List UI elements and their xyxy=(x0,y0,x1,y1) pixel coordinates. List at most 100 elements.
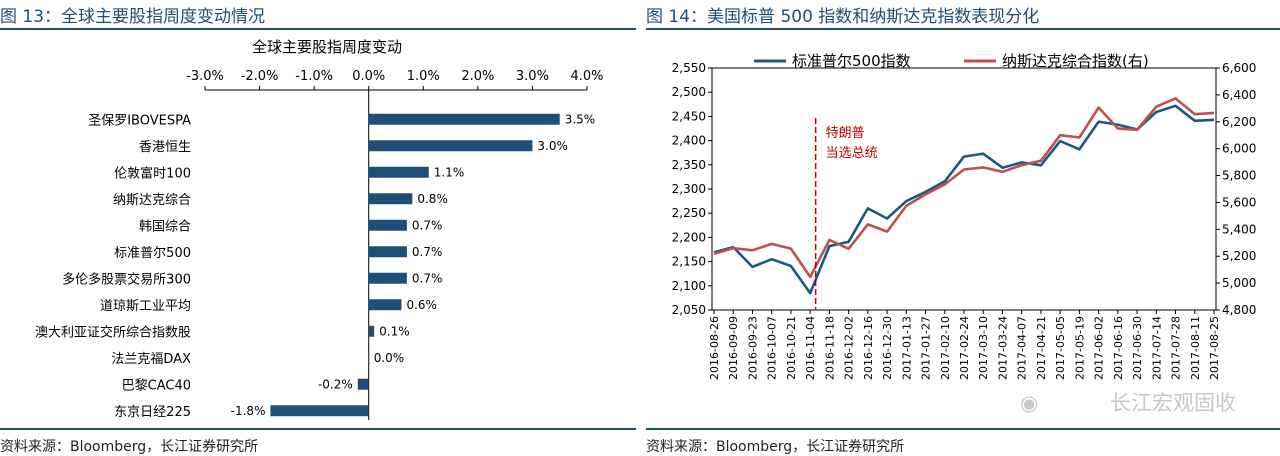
right-top-rule xyxy=(646,28,1280,30)
x-tick-label: 2017-02-10 xyxy=(939,316,952,380)
x-tick-label: 2017-06-02 xyxy=(1093,316,1106,380)
bar xyxy=(368,166,429,178)
line-chart: 2,050 2,100 2,150 2,200 2,250 2,300 2,350 2,400… xyxy=(672,52,1257,415)
bar xyxy=(270,405,369,417)
bar-value-label: 0.0% xyxy=(374,351,405,365)
x-tick-label: 2017-05-19 xyxy=(1073,316,1086,380)
bar-x-tick-label: 0.0% xyxy=(352,69,385,84)
bar xyxy=(368,140,533,152)
y-right-tick-label: 5,200 xyxy=(1222,249,1256,263)
y-right-tick-label: 5,400 xyxy=(1222,222,1256,236)
x-tick-label: 2016-11-04 xyxy=(804,316,817,380)
bar-category-label: 道琼斯工业平均 xyxy=(100,299,191,314)
y-left-tick-label: 2,050 xyxy=(672,303,706,317)
x-tick-label: 2017-08-25 xyxy=(1208,316,1221,380)
bar-value-label: 3.0% xyxy=(537,139,568,153)
x-tick-label: 2016-11-18 xyxy=(823,316,836,380)
left-figure-title: 图 13：全球主要股指周度变动情况 xyxy=(0,7,266,27)
bar-category-label: 法兰克福DAX xyxy=(111,352,191,367)
y-axis-left: 2,050 2,100 2,150 2,200 2,250 2,300 2,350 2,400… xyxy=(672,61,712,317)
y-right-tick-label: 5,800 xyxy=(1222,169,1256,183)
left-bottom-rule xyxy=(0,428,636,430)
right-figure-title: 图 14：美国标普 500 指数和纳斯达克指数表现分化 xyxy=(646,7,1040,27)
y-right-tick-label: 6,200 xyxy=(1222,115,1256,129)
bar xyxy=(368,325,375,337)
left-top-rule xyxy=(0,28,636,30)
bar-x-tick-label: 2.0% xyxy=(461,69,494,84)
bar-value-label: 0.8% xyxy=(417,192,448,206)
right-bottom-rule xyxy=(646,428,1280,430)
bar-chart-title: 全球主要股指周度变动 xyxy=(252,38,402,56)
x-tick-label: 2017-03-24 xyxy=(996,316,1009,380)
bar-category-label: 韩国综合 xyxy=(139,219,191,234)
nasdaq-series-line xyxy=(713,97,1215,279)
bar-category-label: 伦敦富时100 xyxy=(114,165,191,181)
bar-value-label: 0.7% xyxy=(412,245,443,259)
bar-x-tick-label: 1.0% xyxy=(407,69,440,84)
x-tick-label: 2017-01-27 xyxy=(920,316,933,380)
y-right-tick-label: 4,800 xyxy=(1222,303,1256,317)
x-tick-label: 2017-03-10 xyxy=(977,316,990,380)
y-left-tick-label: 2,200 xyxy=(672,230,706,244)
watermark-icon: ◉ xyxy=(1020,391,1038,415)
bar-rows: 圣保罗IBOVESPA 3.5% 香港恒生 3.0% 伦敦富时100 1.1% 纳斯达克综合… xyxy=(35,112,595,420)
bar-category-label: 东京日经225 xyxy=(114,405,191,420)
y-right-tick-label: 6,000 xyxy=(1222,142,1256,156)
election-label-line1: 特朗普 xyxy=(826,126,865,141)
bar-value-label: 0.7% xyxy=(412,218,443,232)
bar-chart: 全球主要股指周度变动 -3.0% -2.0% -1.0% 0.0% 1.0% 2.0% 3.… xyxy=(35,38,604,420)
y-left-tick-label: 2,550 xyxy=(672,61,706,75)
y-left-tick-label: 2,350 xyxy=(672,158,706,172)
x-tick-label: 2017-04-07 xyxy=(1016,316,1029,380)
x-tick-label: 2016-12-16 xyxy=(862,316,875,380)
x-tick-label: 2016-10-21 xyxy=(785,316,798,380)
x-tick-label: 2017-07-14 xyxy=(1150,316,1163,380)
y-axis-right: 4,800 5,000 5,200 5,400 5,600 5,800 6,000 6,200… xyxy=(1216,61,1256,317)
x-tick-label: 2017-07-28 xyxy=(1170,316,1183,380)
bar xyxy=(368,113,560,125)
legend-spx-label: 标准普尔500指数 xyxy=(792,52,911,70)
x-tick-label: 2017-08-11 xyxy=(1189,316,1202,380)
x-tick-label: 2016-08-26 xyxy=(708,316,721,380)
y-left-tick-label: 2,250 xyxy=(672,206,706,220)
y-left-tick-label: 2,500 xyxy=(672,85,706,99)
x-tick-label: 2016-10-07 xyxy=(766,316,779,380)
legend-nasdaq-label: 纳斯达克综合指数(右) xyxy=(1002,52,1149,70)
bar-category-label: 纳斯达克综合 xyxy=(113,193,191,208)
bar xyxy=(357,378,369,390)
bar-category-label: 多伦多股票交易所300 xyxy=(62,271,191,287)
spx-series-line xyxy=(713,104,1215,295)
watermark-text: 长江宏观固收 xyxy=(1110,391,1236,415)
x-tick-label: 2016-09-23 xyxy=(746,316,759,380)
y-right-tick-label: 5,600 xyxy=(1222,195,1256,209)
line-plot-frame xyxy=(711,67,1217,311)
x-tick-label: 2017-04-21 xyxy=(1035,316,1048,380)
bar-category-label: 巴黎CAC40 xyxy=(122,378,191,393)
right-source-note: 资料来源：Bloomberg，长江证券研究所 xyxy=(646,439,905,455)
bar xyxy=(368,193,413,205)
x-tick-label: 2017-05-05 xyxy=(1054,316,1067,380)
y-left-tick-label: 2,150 xyxy=(672,255,706,269)
bar-category-label: 标准普尔500 xyxy=(114,246,191,261)
bar xyxy=(368,246,407,258)
y-left-tick-label: 2,450 xyxy=(672,109,706,123)
right-figure-panel: 图 14：美国标普 500 指数和纳斯达克指数表现分化 2,050 2,100 2,… xyxy=(646,0,1280,456)
bar-x-tick-label: -3.0% xyxy=(186,69,224,84)
x-axis: 2016-08-26 2016-09-09 2016-09-23 2016-10-07… xyxy=(708,310,1221,380)
x-tick-label: 2016-12-02 xyxy=(843,316,856,380)
bar-x-tick-label: 3.0% xyxy=(516,69,549,84)
y-left-tick-label: 2,300 xyxy=(672,182,706,196)
bar-category-label: 澳大利亚证交所综合指数股 xyxy=(35,324,191,340)
election-label-line2: 当选总统 xyxy=(826,146,878,161)
plot-area-frame xyxy=(711,67,1217,311)
bar-value-label: 0.1% xyxy=(379,324,410,338)
x-tick-label: 2017-02-24 xyxy=(958,316,971,380)
bar-x-tick-label: 4.0% xyxy=(570,69,603,84)
bar-x-tick-label: -2.0% xyxy=(241,69,279,84)
bar-value-label: -1.8% xyxy=(231,404,266,418)
bar xyxy=(368,299,402,311)
x-tick-label: 2017-01-13 xyxy=(900,316,913,380)
y-right-tick-label: 5,000 xyxy=(1222,276,1256,290)
left-figure-panel: 图 13：全球主要股指周度变动情况 全球主要股指周度变动 -3.0% -2.0% -… xyxy=(0,0,636,456)
